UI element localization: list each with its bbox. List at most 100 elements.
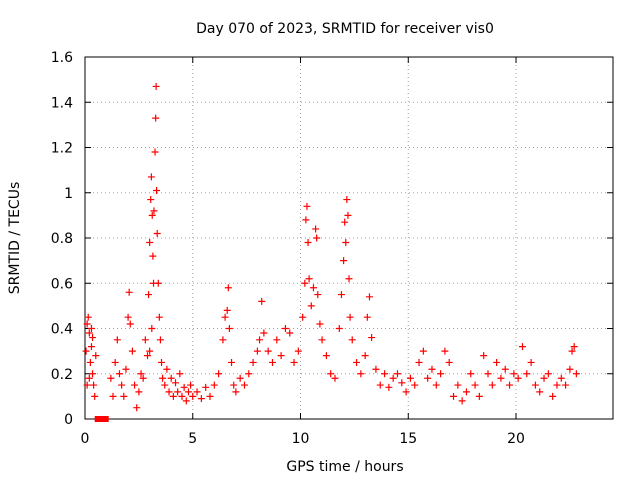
data-point <box>151 148 159 156</box>
data-point <box>230 381 238 389</box>
data-point <box>570 343 578 351</box>
data-point <box>523 370 531 378</box>
data-point <box>137 370 145 378</box>
data-point <box>484 370 492 378</box>
data-point <box>307 302 315 310</box>
y-tick-label: 1.2 <box>51 141 73 157</box>
data-point <box>331 374 339 382</box>
data-point <box>146 239 154 247</box>
data-point <box>124 313 132 321</box>
data-point <box>165 388 173 396</box>
data-point <box>385 383 393 391</box>
data-point <box>147 173 155 181</box>
data-point <box>152 114 160 122</box>
data-point <box>480 352 488 360</box>
data-point <box>86 358 94 366</box>
data-point <box>153 229 161 237</box>
data-point <box>87 343 95 351</box>
data-marks <box>82 82 580 422</box>
data-point <box>115 370 123 378</box>
y-tick-label: 1 <box>64 186 73 202</box>
data-point <box>372 365 380 373</box>
data-point <box>536 388 544 396</box>
data-point <box>206 392 214 400</box>
data-point <box>406 374 414 382</box>
data-point <box>210 381 218 389</box>
data-point <box>87 325 95 332</box>
data-point <box>313 234 321 242</box>
data-point <box>428 365 436 373</box>
data-point <box>240 381 248 389</box>
data-point <box>156 336 164 344</box>
data-point <box>562 381 570 389</box>
data-point <box>290 358 298 366</box>
data-point <box>202 383 210 391</box>
data-point <box>305 275 313 283</box>
data-point <box>161 381 169 389</box>
data-point <box>167 374 175 382</box>
data-point <box>221 313 229 321</box>
data-point <box>488 381 496 389</box>
data-point <box>312 225 320 233</box>
data-point <box>83 320 91 328</box>
data-point <box>224 284 232 292</box>
data-point <box>314 291 322 299</box>
data-point <box>174 388 182 396</box>
data-point <box>441 347 449 355</box>
data-point <box>299 313 307 321</box>
data-point <box>445 358 453 366</box>
data-point <box>236 374 244 382</box>
y-tick-label: 0.8 <box>51 231 73 247</box>
data-point <box>286 329 294 337</box>
data-point <box>510 370 518 378</box>
data-point <box>302 216 310 224</box>
data-point <box>527 358 535 366</box>
data-point <box>335 325 343 332</box>
data-point <box>111 358 119 366</box>
data-point <box>135 388 143 396</box>
data-point <box>497 374 505 382</box>
data-point <box>245 370 253 378</box>
data-point <box>154 279 162 287</box>
data-point <box>337 291 345 299</box>
data-point <box>264 347 272 355</box>
data-point <box>139 374 147 382</box>
data-point <box>85 374 93 382</box>
data-point <box>232 388 240 396</box>
data-point <box>118 381 126 389</box>
data-point <box>182 397 190 405</box>
data-point <box>345 275 353 283</box>
data-point <box>381 370 389 378</box>
data-point <box>253 347 261 355</box>
data-point <box>223 306 231 314</box>
data-point <box>145 291 153 299</box>
data-point <box>553 381 561 389</box>
data-point <box>148 211 156 219</box>
data-point <box>462 388 470 396</box>
data-point <box>341 218 349 226</box>
data-point <box>343 196 351 204</box>
data-point <box>215 370 223 378</box>
x-tick-label: 10 <box>292 431 310 447</box>
data-point <box>301 279 309 287</box>
data-point <box>169 392 177 400</box>
data-point <box>348 336 356 344</box>
data-point <box>197 395 205 403</box>
data-point <box>82 347 90 355</box>
data-point <box>471 381 479 389</box>
data-point <box>437 370 445 378</box>
data-point <box>454 381 462 389</box>
y-tick-label: 0.4 <box>51 322 73 338</box>
data-point <box>113 336 121 344</box>
data-point <box>475 392 483 400</box>
data-point <box>432 381 440 389</box>
y-axis-label: SRMTID / TECUs <box>7 182 23 295</box>
x-axis-label: GPS time / hours <box>286 459 403 475</box>
data-point <box>304 239 312 247</box>
data-point <box>540 374 548 382</box>
data-point <box>193 388 201 396</box>
data-point <box>133 404 141 412</box>
data-point <box>303 202 311 210</box>
data-point <box>572 370 580 378</box>
data-point <box>225 325 233 332</box>
